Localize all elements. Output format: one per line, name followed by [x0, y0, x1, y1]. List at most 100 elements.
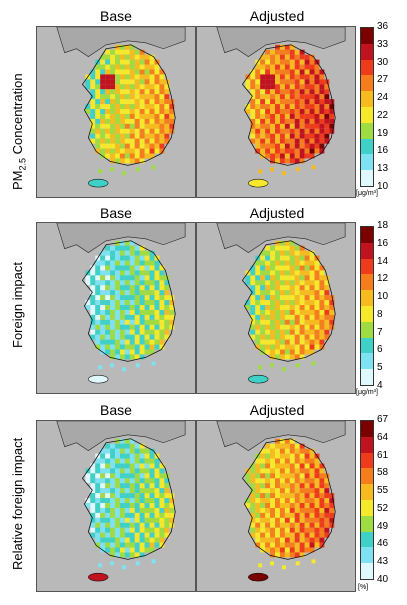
map-cell [309, 285, 315, 291]
map-cell [105, 542, 111, 548]
map-cell [260, 128, 266, 134]
map-cell [265, 153, 271, 159]
island-cell [121, 565, 126, 570]
map-cell [309, 138, 315, 144]
map-cell [105, 443, 111, 449]
map-cell [309, 265, 315, 271]
map-cell [289, 245, 295, 251]
map-cell [314, 79, 320, 85]
map-cell [270, 503, 276, 508]
map-cell [90, 89, 96, 95]
map-cell [149, 349, 155, 355]
map-cell [115, 59, 120, 65]
map-cell [299, 153, 305, 159]
map-cell [144, 537, 150, 543]
map-cell [164, 329, 170, 335]
map-cell [309, 458, 315, 464]
map-cell [129, 552, 135, 558]
map-cell [115, 468, 120, 474]
map-cell [105, 84, 111, 90]
map-cell [129, 245, 135, 251]
map-cell [304, 64, 310, 70]
map-cell [105, 295, 111, 301]
map-cell [275, 443, 280, 449]
map-cell [289, 260, 295, 266]
map-cell [129, 443, 135, 449]
map-cell [275, 344, 280, 350]
map-cell [164, 517, 170, 523]
map-cell [324, 275, 330, 281]
map-cell [265, 250, 271, 256]
map-cell [124, 138, 130, 144]
map-cell [129, 275, 135, 281]
map-cell [159, 74, 165, 80]
map-cell [95, 138, 101, 144]
map-cell [139, 334, 145, 340]
map-cell [255, 295, 261, 301]
map-cell [304, 547, 310, 553]
map-cell [110, 463, 116, 469]
map-cell [144, 280, 150, 286]
map-cell [149, 493, 155, 499]
map-cell [265, 448, 271, 454]
map-cell [115, 250, 120, 256]
map-cell [115, 89, 120, 95]
map-cell [154, 542, 160, 548]
map-cell [279, 275, 285, 281]
map-cell [314, 295, 320, 301]
map-cell [134, 305, 140, 310]
map-cell [134, 109, 140, 114]
map-cell [284, 118, 290, 124]
map-cell [129, 309, 135, 315]
map-cell [299, 158, 305, 164]
map-cell [279, 483, 285, 489]
map-cell [265, 280, 271, 286]
map-cell [289, 354, 295, 360]
map-cell [134, 532, 140, 538]
map-cell [284, 148, 290, 154]
island-cell [311, 361, 316, 366]
coastline [81, 44, 176, 166]
map-cell [324, 300, 330, 306]
map-cell [115, 498, 120, 504]
map-cell [119, 314, 125, 320]
map-cell [105, 339, 111, 345]
map-cell [119, 473, 125, 479]
map-cell [149, 265, 155, 271]
map-cell [270, 69, 276, 75]
map-cell [284, 270, 290, 276]
map-cell [270, 542, 276, 548]
map-cell [149, 305, 155, 310]
map-cell [124, 468, 130, 474]
map-cell [279, 552, 285, 558]
map-cell [115, 295, 120, 301]
map-cell [265, 443, 271, 449]
map-cell [144, 527, 150, 533]
map-cell [284, 488, 290, 494]
map-cell [134, 458, 140, 464]
map-cell [309, 478, 315, 484]
map-cell [314, 488, 320, 494]
map-cell [119, 89, 125, 95]
map-cell [124, 148, 130, 154]
map-cell [164, 295, 170, 301]
map-cell [139, 537, 145, 543]
map-cell [139, 448, 145, 454]
map-cell [284, 339, 290, 345]
map-cell [275, 324, 280, 330]
map-cell [144, 59, 150, 65]
map-cell [279, 265, 285, 271]
map-cell [284, 69, 290, 75]
map-cell [275, 133, 280, 139]
map-cell [284, 240, 290, 246]
map-cell [270, 54, 276, 60]
map-cell [159, 522, 165, 528]
map-cell [129, 123, 135, 129]
map-cell [275, 493, 280, 499]
map-cell [284, 512, 290, 518]
map-cell [284, 448, 290, 454]
map-cell [255, 503, 261, 508]
map-cell [279, 158, 285, 164]
map-cell [265, 79, 271, 85]
map-cell [265, 314, 271, 320]
